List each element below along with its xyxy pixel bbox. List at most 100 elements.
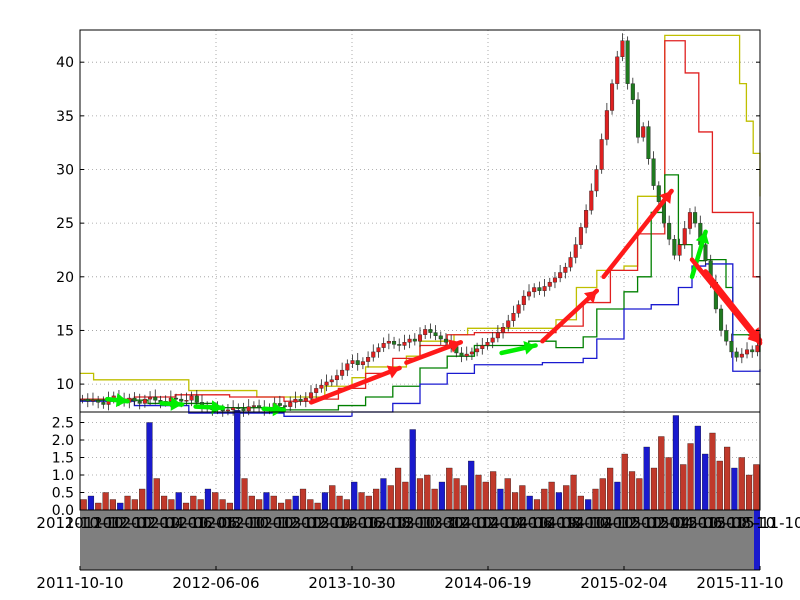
volume-bar (234, 410, 241, 511)
candle-body (672, 239, 677, 256)
volume-bar (131, 499, 138, 511)
volume-bar (738, 457, 745, 511)
price-y-tick-label: 25 (56, 216, 74, 232)
candle-body (189, 395, 194, 401)
volume-bar (402, 481, 409, 511)
dense-x-tick-label: 2014-08-10 (518, 514, 605, 532)
price-y-tick-label: 10 (56, 377, 74, 393)
volume-bar (504, 478, 511, 511)
volume-bar (621, 453, 628, 511)
candle-body (340, 369, 345, 376)
volume-bar (204, 488, 212, 511)
volume-bar (190, 495, 197, 511)
candle-body (392, 340, 397, 345)
candle-body (625, 40, 630, 84)
candle-body (85, 398, 90, 402)
dense-x-tick-label: 2015-04-10 (631, 514, 718, 532)
volume-bar (329, 485, 336, 511)
volume-bar (585, 499, 592, 511)
volume-bar (263, 492, 270, 511)
volume-bar (468, 460, 475, 511)
sell-arrow-head (386, 365, 400, 379)
candle-body (366, 357, 371, 362)
candle-body (724, 330, 729, 342)
candle-body (386, 340, 391, 344)
candlesticks (80, 33, 760, 417)
candle-body (635, 99, 641, 138)
candle-body (516, 304, 521, 314)
candle-body (610, 83, 615, 111)
volume-bar (753, 464, 760, 511)
volume-bar (541, 488, 548, 511)
volume-bar (431, 488, 438, 511)
candle-body (532, 287, 537, 293)
dense-x-tick-label: 2014-12-10 (575, 514, 662, 532)
candle-body (101, 402, 106, 405)
volume-bar (278, 502, 285, 511)
candle-body (501, 327, 506, 333)
candle-body (345, 363, 350, 371)
candle-body (443, 338, 448, 343)
candle-body (288, 402, 293, 407)
buy-arrow-head (170, 396, 182, 411)
candle-body (521, 295, 526, 305)
candle-body (615, 56, 620, 84)
candle-body (241, 408, 246, 412)
volume-bar (219, 499, 226, 511)
candle-body (329, 379, 334, 383)
volume-bar (241, 478, 248, 511)
candle-body (558, 272, 563, 279)
candle-body (734, 351, 739, 358)
candle-body (656, 185, 661, 202)
candle-body (687, 212, 692, 229)
volume-bar (599, 478, 606, 511)
volume-bar (497, 488, 504, 511)
candle-body (417, 334, 423, 342)
candle-body (578, 227, 583, 245)
candle-body (667, 222, 672, 240)
candle-body (646, 126, 651, 159)
dense-x-tick-label: 2012-08-10 (178, 514, 265, 532)
volume-bar (665, 457, 672, 511)
candle-body (563, 266, 568, 273)
volume-bar (307, 499, 314, 511)
candle-body (308, 392, 314, 399)
volume-bar (526, 495, 533, 511)
candle-body (620, 40, 625, 58)
candle-body (319, 384, 324, 389)
candle-body (526, 291, 532, 297)
price-y-tick-label: 30 (56, 162, 74, 178)
dense-x-tick-label: 2014-10-10 (546, 514, 633, 532)
candle-body (90, 399, 95, 402)
volume-bar (285, 499, 292, 511)
candle-body (257, 405, 262, 408)
candle-body (355, 360, 360, 365)
candle-body (490, 337, 495, 343)
volume-bar (460, 485, 467, 511)
volume-y-tick-label: 1.5 (52, 451, 74, 467)
candle-body (552, 277, 557, 283)
volume-bar (336, 495, 343, 511)
volume-bar (628, 471, 636, 511)
candle-body (480, 345, 485, 349)
volume-bar (694, 425, 701, 511)
volume-y-ticks: 0.00.5 1.01.5 2.02.5 (52, 416, 84, 519)
volume-bar (153, 478, 160, 511)
buy-arrow-head (523, 341, 536, 355)
sell-arrow (703, 269, 763, 343)
volume-x-tick-labels: 2011-10-102011-12-102012-02-102012-04-10… (36, 514, 800, 532)
candle-body (568, 257, 573, 268)
volume-bar (175, 492, 182, 511)
sell-arrow-head (583, 290, 597, 304)
volume-bar (380, 478, 387, 511)
candle-body (719, 308, 724, 331)
candle-body (506, 320, 511, 328)
dense-x-tick-label: 2012-10-10 (206, 514, 293, 532)
bottom-x-tick-label: 2012-06-06 (172, 574, 259, 592)
volume-bar (321, 492, 329, 511)
candle-body (755, 345, 760, 353)
volume-bar (314, 502, 321, 511)
dense-x-tick-label: 2012-12-10 (235, 514, 322, 532)
candle-body (96, 399, 101, 403)
